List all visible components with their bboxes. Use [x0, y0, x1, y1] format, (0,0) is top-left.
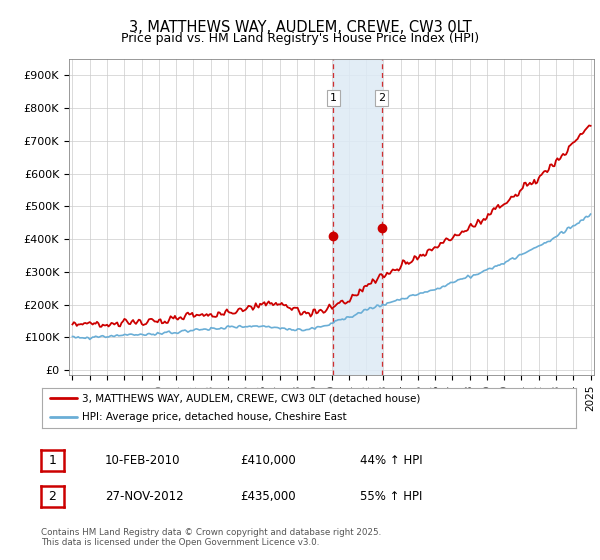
Text: 10-FEB-2010: 10-FEB-2010: [105, 454, 181, 467]
Text: 44% ↑ HPI: 44% ↑ HPI: [360, 454, 422, 467]
Text: 2: 2: [378, 93, 385, 103]
Bar: [334, 59, 382, 375]
Text: 55% ↑ HPI: 55% ↑ HPI: [360, 490, 422, 503]
Text: 3, MATTHEWS WAY, AUDLEM, CREWE, CW3 0LT: 3, MATTHEWS WAY, AUDLEM, CREWE, CW3 0LT: [128, 20, 472, 35]
Text: 1: 1: [330, 93, 337, 103]
Text: £410,000: £410,000: [240, 454, 296, 467]
Text: 2: 2: [48, 490, 56, 503]
Text: Contains HM Land Registry data © Crown copyright and database right 2025.
This d: Contains HM Land Registry data © Crown c…: [41, 528, 381, 548]
Text: £435,000: £435,000: [240, 490, 296, 503]
Text: 1: 1: [48, 454, 56, 467]
Text: Price paid vs. HM Land Registry's House Price Index (HPI): Price paid vs. HM Land Registry's House …: [121, 32, 479, 45]
Text: 3, MATTHEWS WAY, AUDLEM, CREWE, CW3 0LT (detached house): 3, MATTHEWS WAY, AUDLEM, CREWE, CW3 0LT …: [82, 393, 421, 403]
Text: HPI: Average price, detached house, Cheshire East: HPI: Average price, detached house, Ches…: [82, 412, 347, 422]
Text: 27-NOV-2012: 27-NOV-2012: [105, 490, 184, 503]
